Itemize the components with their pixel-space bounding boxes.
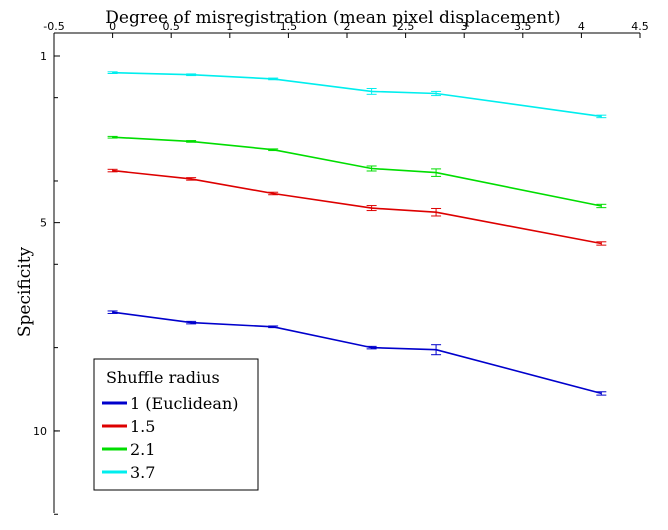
legend-label: 1 (Euclidean) [130, 394, 238, 413]
y-tick-label: 10 [33, 425, 47, 438]
x-tick-label: 1 [226, 20, 233, 33]
legend-title: Shuffle radius [106, 368, 220, 387]
error-bar [107, 135, 118, 139]
series-line [112, 169, 602, 245]
x-tick-label: 0.5 [162, 20, 180, 33]
error-bar [366, 165, 377, 172]
error-bar [268, 77, 279, 81]
x-tick-label: 3 [461, 20, 468, 33]
error-bar [186, 73, 197, 77]
error-bar [268, 325, 279, 329]
error-bar [186, 140, 197, 143]
legend-label: 3.7 [130, 463, 155, 482]
error-bar [366, 205, 377, 212]
legend-label: 1.5 [130, 417, 155, 436]
legend: Shuffle radius 1 (Euclidean) 1.5 2.1 3.7 [93, 358, 259, 491]
y-tick-label: 5 [40, 217, 47, 230]
error-bar [431, 168, 442, 177]
error-bar [596, 241, 607, 246]
series-line [112, 311, 602, 395]
x-tick-label: 2.5 [397, 20, 415, 33]
series-line [112, 136, 602, 207]
error-bar [431, 90, 442, 97]
x-tick-label: 4.5 [631, 20, 649, 33]
error-bar [366, 87, 377, 95]
y-axis-title: Specificity [15, 246, 35, 337]
error-bar [107, 71, 118, 74]
x-tick-label: -0.5 [43, 20, 64, 33]
legend-label: 2.1 [130, 440, 155, 459]
axes: -0.5 0 0.5 1 1.5 2 2.5 3 3.5 4 4.5 1 5 10 [33, 20, 649, 515]
x-axis-title: Degree of misregistration (mean pixel di… [105, 8, 560, 28]
x-tick-label: 0 [109, 20, 116, 33]
error-bar [268, 148, 279, 152]
error-bar [431, 207, 442, 217]
error-bar [431, 344, 442, 356]
x-tick-label: 2 [344, 20, 351, 33]
error-bar [186, 320, 197, 325]
error-bar [596, 203, 607, 209]
error-bar [596, 114, 607, 119]
x-tick-label: 1.5 [280, 20, 298, 33]
error-bar [366, 345, 377, 350]
x-tick-label: 4 [578, 20, 585, 33]
x-tick-label: 3.5 [514, 20, 532, 33]
error-bar [596, 391, 607, 396]
plot-lines [107, 71, 607, 396]
error-bar [107, 310, 118, 314]
error-bar [268, 191, 279, 196]
error-bar [186, 177, 197, 181]
y-tick-label: 1 [40, 50, 47, 63]
error-bar [107, 168, 118, 173]
series-line [112, 71, 602, 118]
